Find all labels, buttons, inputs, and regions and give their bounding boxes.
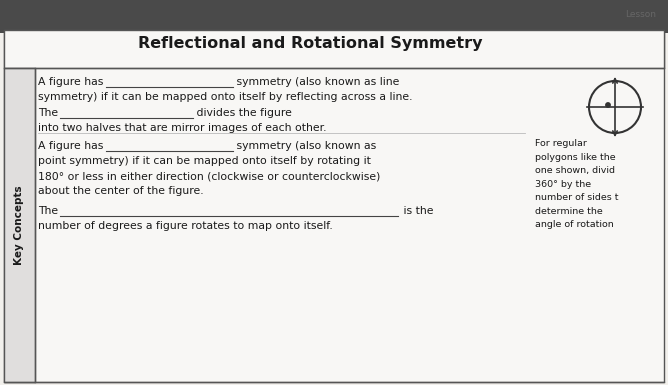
Text: Reflectional and Rotational Symmetry: Reflectional and Rotational Symmetry: [138, 35, 482, 50]
Text: The: The: [38, 108, 58, 118]
Text: into two halves that are mirror images of each other.: into two halves that are mirror images o…: [38, 123, 327, 133]
Text: 360° by the: 360° by the: [535, 179, 591, 189]
Text: Lesson: Lesson: [625, 10, 656, 18]
Text: about the center of the figure.: about the center of the figure.: [38, 186, 204, 196]
Text: number of degrees a figure rotates to map onto itself.: number of degrees a figure rotates to ma…: [38, 221, 333, 231]
FancyBboxPatch shape: [4, 68, 35, 382]
Text: divides the figure: divides the figure: [193, 108, 292, 118]
Text: A figure has: A figure has: [38, 141, 104, 151]
Text: symmetry) if it can be mapped onto itself by reflecting across a line.: symmetry) if it can be mapped onto itsel…: [38, 92, 413, 102]
FancyBboxPatch shape: [4, 30, 664, 382]
Text: angle of rotation: angle of rotation: [535, 220, 614, 229]
FancyBboxPatch shape: [0, 33, 668, 385]
Text: symmetry (also known as: symmetry (also known as: [233, 141, 376, 151]
FancyBboxPatch shape: [4, 30, 664, 68]
Circle shape: [606, 103, 610, 107]
FancyBboxPatch shape: [0, 0, 668, 35]
Text: number of sides t: number of sides t: [535, 193, 619, 202]
Text: For regular: For regular: [535, 139, 587, 148]
Text: Key Concepts: Key Concepts: [14, 185, 24, 265]
Text: determine the: determine the: [535, 206, 603, 216]
Text: symmetry (also known as line: symmetry (also known as line: [233, 77, 399, 87]
Text: is the: is the: [400, 206, 434, 216]
Text: one shown, divid: one shown, divid: [535, 166, 615, 175]
Text: A figure has: A figure has: [38, 77, 104, 87]
Text: The: The: [38, 206, 58, 216]
Text: 180° or less in either direction (clockwise or counterclockwise): 180° or less in either direction (clockw…: [38, 171, 380, 181]
Text: point symmetry) if it can be mapped onto itself by rotating it: point symmetry) if it can be mapped onto…: [38, 156, 371, 166]
Text: polygons like the: polygons like the: [535, 152, 616, 161]
